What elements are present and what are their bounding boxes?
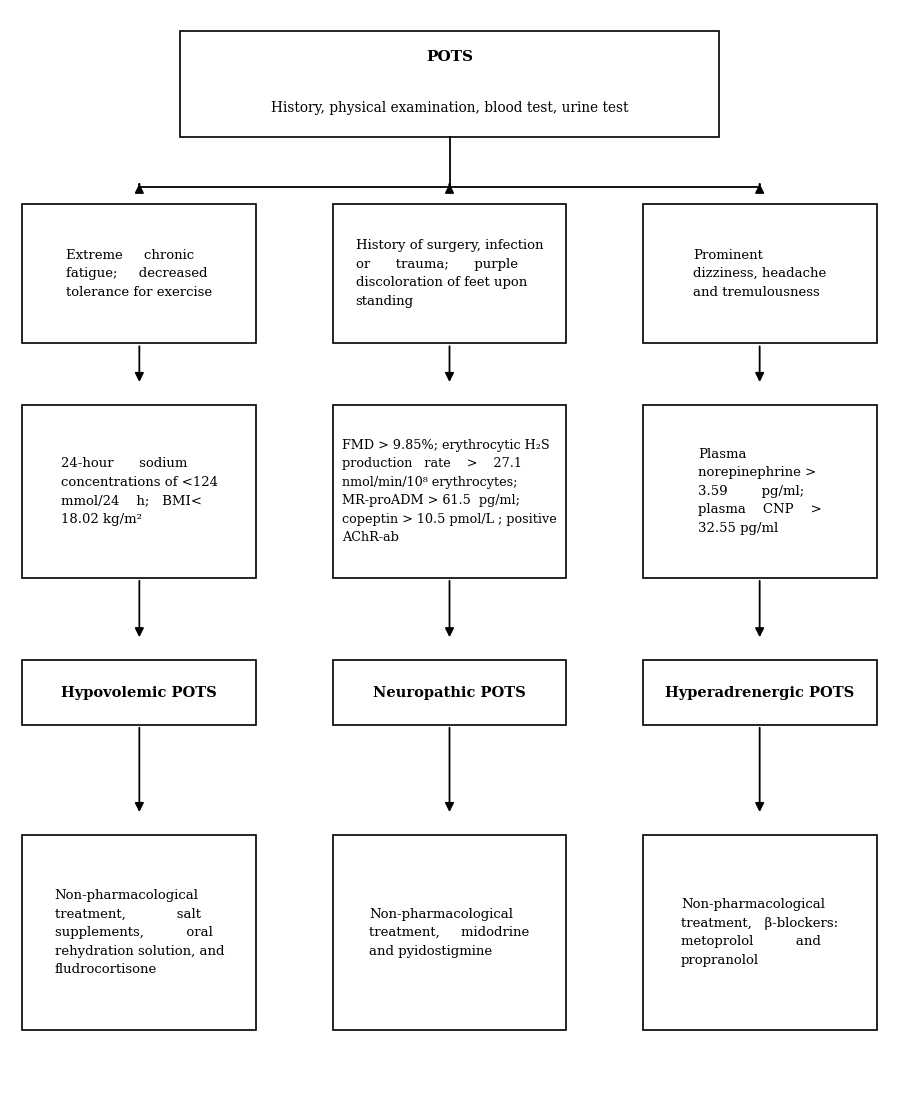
Text: Neuropathic POTS: Neuropathic POTS [373,686,526,699]
Text: Extreme     chronic
fatigue;     decreased
tolerance for exercise: Extreme chronic fatigue; decreased toler… [67,249,212,298]
FancyBboxPatch shape [333,660,566,725]
Text: History, physical examination, blood test, urine test: History, physical examination, blood tes… [271,102,628,115]
FancyBboxPatch shape [22,836,256,1030]
FancyBboxPatch shape [643,203,877,344]
Text: Plasma
norepinephrine >
3.59        pg/ml;
plasma    CNP    >
32.55 pg/ml: Plasma norepinephrine > 3.59 pg/ml; plas… [698,448,822,535]
FancyBboxPatch shape [22,203,256,344]
FancyBboxPatch shape [333,203,566,344]
Text: Hyperadrenergic POTS: Hyperadrenergic POTS [665,686,854,699]
FancyBboxPatch shape [643,836,877,1030]
FancyBboxPatch shape [180,30,719,136]
FancyBboxPatch shape [643,404,877,577]
Text: Hypovolemic POTS: Hypovolemic POTS [61,686,218,699]
FancyBboxPatch shape [643,660,877,725]
Text: Non-pharmacological
treatment,   β-blockers:
metoprolol          and
propranolol: Non-pharmacological treatment, β-blocker… [681,898,838,967]
Text: History of surgery, infection
or      trauma;      purple
discoloration of feet : History of surgery, infection or trauma;… [356,239,543,308]
FancyBboxPatch shape [333,404,566,577]
Text: 24-hour      sodium
concentrations of <124
mmol/24    h;   BMI<
18.02 kg/m²: 24-hour sodium concentrations of <124 mm… [61,457,218,526]
Text: Prominent
dizziness, headache
and tremulousness: Prominent dizziness, headache and tremul… [693,249,826,298]
FancyBboxPatch shape [333,836,566,1030]
Text: FMD > 9.85%; erythrocytic H₂S
production   rate    >    27.1
nmol/min/10⁸ erythr: FMD > 9.85%; erythrocytic H₂S production… [343,439,556,544]
Text: Non-pharmacological
treatment,            salt
supplements,          oral
rehydr: Non-pharmacological treatment, salt supp… [55,889,224,976]
Text: Non-pharmacological
treatment,     midodrine
and pyidostigmine: Non-pharmacological treatment, midodrine… [369,908,530,957]
FancyBboxPatch shape [22,660,256,725]
FancyBboxPatch shape [22,404,256,577]
Text: POTS: POTS [426,50,473,64]
